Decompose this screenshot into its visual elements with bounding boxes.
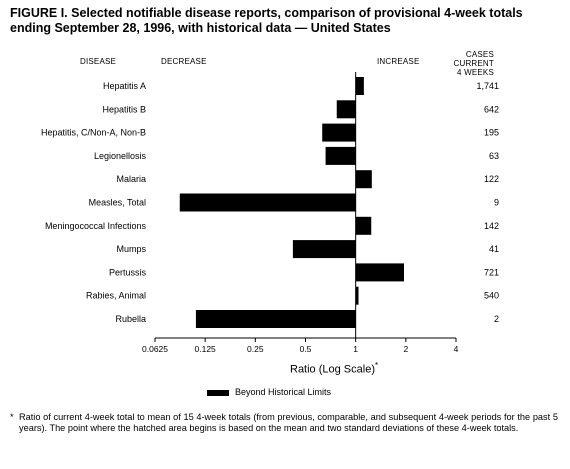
- bar: [195, 310, 356, 328]
- cases-header-line2: 4 WEEKS: [457, 68, 494, 77]
- x-axis-title-marker: *: [375, 361, 379, 370]
- bar: [355, 263, 405, 282]
- bar: [292, 240, 356, 259]
- cases-value: 1,741: [476, 81, 499, 91]
- footnote-text: Ratio of current 4-week total to mean of…: [19, 412, 558, 433]
- cases-value: 142: [484, 221, 499, 231]
- cases-header-line1: CASES CURRENT: [453, 50, 494, 68]
- legend: Beyond Historical Limits: [207, 387, 331, 397]
- x-axis-title-text: Ratio (Log Scale): [290, 363, 375, 376]
- category-label: Rubella: [115, 314, 146, 324]
- cases-column-header: CASES CURRENT 4 WEEKS: [430, 50, 494, 77]
- bar: [355, 286, 359, 305]
- bar: [179, 193, 356, 212]
- bar: [336, 100, 356, 119]
- footnote: * Ratio of current 4-week total to mean …: [10, 412, 558, 434]
- footnote-marker: *: [10, 412, 14, 422]
- x-tick-label: 0.125: [195, 344, 217, 354]
- category-label: Hepatitis A: [103, 81, 146, 91]
- category-label: Measles, Total: [89, 198, 146, 208]
- legend-label: Beyond Historical Limits: [235, 387, 332, 397]
- category-label: Pertussis: [109, 267, 147, 277]
- cases-value: 195: [484, 128, 499, 138]
- x-tick-label: 0.5: [300, 344, 312, 354]
- category-label: Legionellosis: [94, 151, 147, 161]
- x-tick-label: 0.25: [247, 344, 264, 354]
- increase-header: INCREASE: [377, 57, 420, 66]
- x-tick-label: 2: [403, 344, 408, 354]
- cases-value: 2: [494, 314, 499, 324]
- figure-title: FIGURE I. Selected notifiable disease re…: [10, 6, 523, 35]
- category-label: Meningococcal Infections: [45, 221, 147, 231]
- category-label: Malaria: [116, 174, 146, 184]
- x-axis-title: Ratio (Log Scale)*: [290, 361, 430, 376]
- bar: [325, 146, 356, 165]
- bar: [355, 216, 372, 235]
- cases-value: 721: [484, 267, 499, 277]
- disease-column-header: DISEASE: [80, 57, 117, 66]
- x-tick-label: 4: [454, 344, 459, 354]
- legend-swatch: [207, 389, 229, 396]
- category-label: Mumps: [116, 244, 146, 254]
- cases-value: 642: [484, 104, 499, 114]
- category-label: Hepatitis B: [102, 104, 146, 114]
- bar: [355, 77, 364, 95]
- x-tick-label: 1: [353, 344, 358, 354]
- decrease-header: DECREASE: [161, 57, 207, 66]
- cases-value: 122: [484, 174, 499, 184]
- bar: [355, 170, 372, 189]
- cases-value: 63: [489, 151, 499, 161]
- bar: [322, 123, 356, 142]
- cases-value: 540: [484, 291, 499, 301]
- cases-value: 9: [494, 198, 499, 208]
- category-label: Rabies, Animal: [86, 291, 146, 301]
- category-label: Hepatitis, C/Non-A, Non-B: [41, 128, 146, 138]
- cases-value: 41: [489, 244, 499, 254]
- x-tick-label: 0.0625: [142, 344, 168, 354]
